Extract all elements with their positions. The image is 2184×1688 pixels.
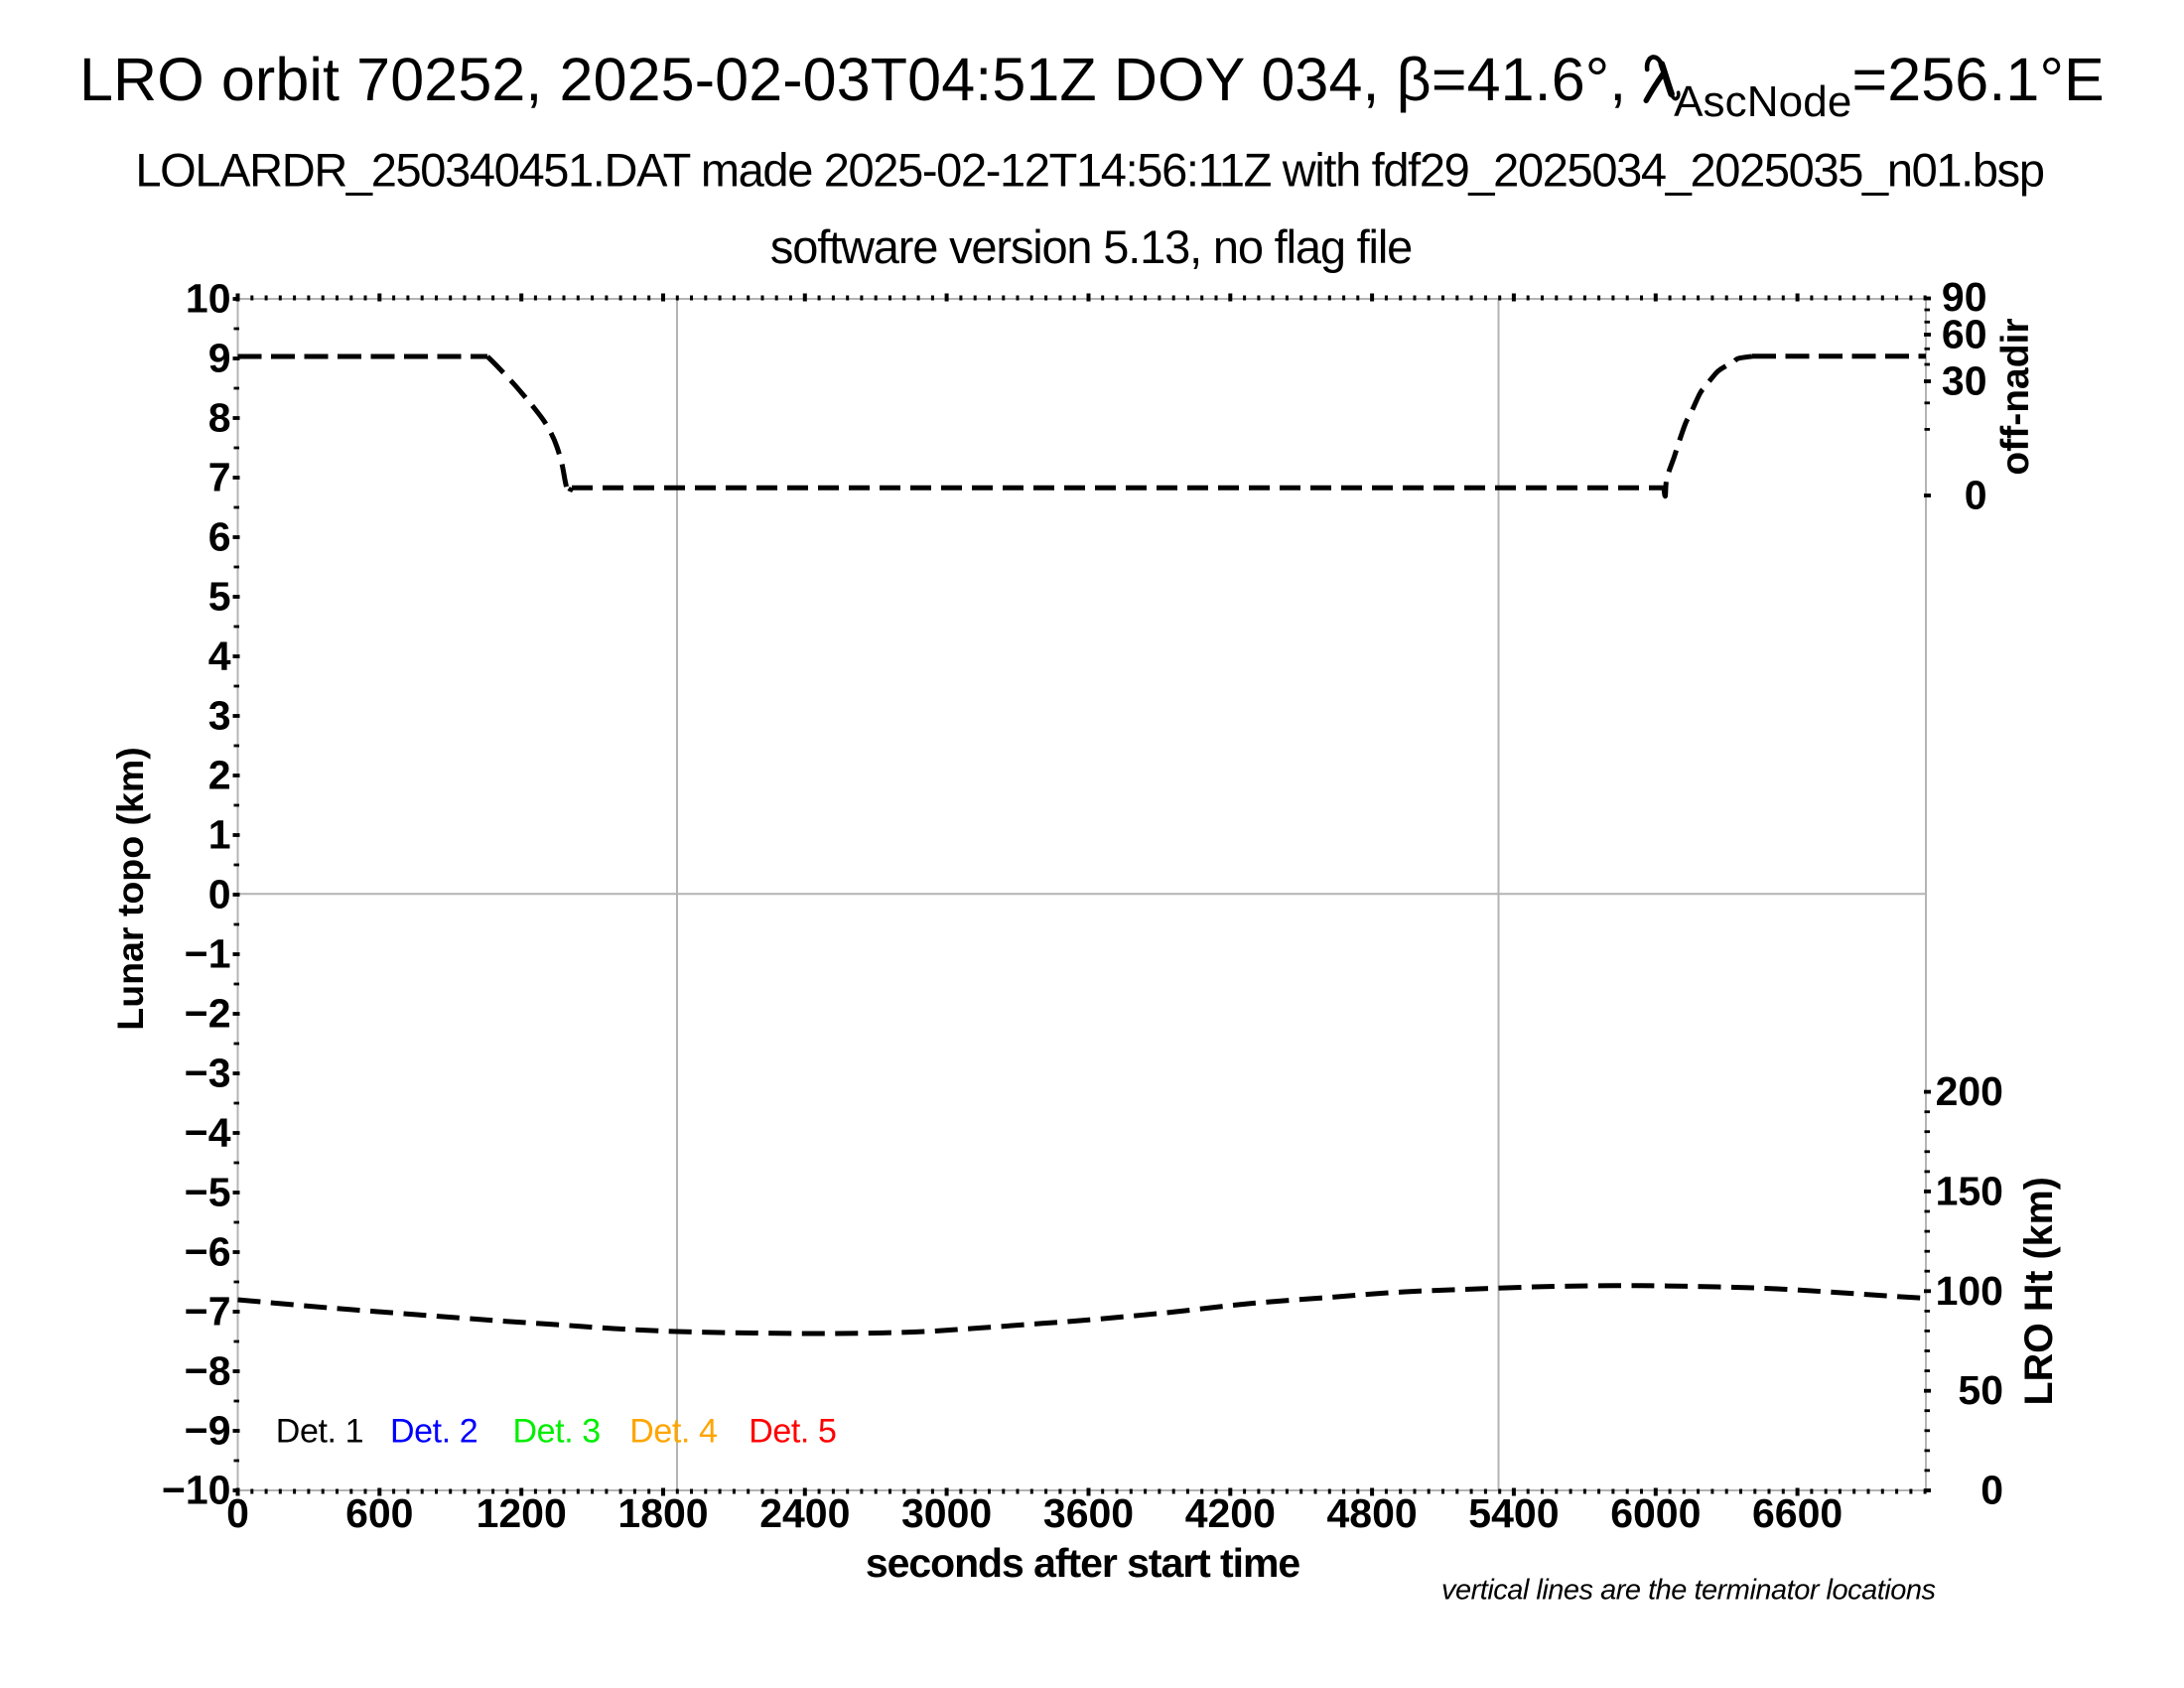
svg-text:LOLARDR_250340451.DAT made 202: LOLARDR_250340451.DAT made 2025-02-12T14… <box>135 144 2043 197</box>
svg-text:0: 0 <box>1965 473 1987 518</box>
svg-text:Det. 5: Det. 5 <box>749 1413 836 1451</box>
svg-text:2: 2 <box>208 753 231 798</box>
svg-text:200: 200 <box>1936 1068 2003 1114</box>
svg-text:4: 4 <box>208 633 231 679</box>
svg-text:5: 5 <box>208 574 231 620</box>
svg-text:1800: 1800 <box>617 1490 708 1536</box>
svg-text:seconds after start time: seconds after start time <box>866 1540 1300 1586</box>
svg-text:Lunar topo (km): Lunar topo (km) <box>109 747 151 1030</box>
svg-text:50: 50 <box>1958 1367 2003 1413</box>
svg-text:4800: 4800 <box>1326 1490 1417 1536</box>
svg-text:−6: −6 <box>185 1229 231 1275</box>
svg-text:4200: 4200 <box>1185 1490 1276 1536</box>
svg-text:150: 150 <box>1936 1169 2003 1214</box>
svg-text:off-nadir: off-nadir <box>1994 318 2037 475</box>
svg-text:0: 0 <box>1980 1468 2003 1513</box>
svg-text:90: 90 <box>1942 274 1987 320</box>
svg-text:Det. 3: Det. 3 <box>513 1413 601 1451</box>
svg-text:−9: −9 <box>185 1408 231 1454</box>
svg-text:Det. 1: Det. 1 <box>276 1413 363 1451</box>
svg-text:Det. 2: Det. 2 <box>390 1413 478 1451</box>
svg-text:−5: −5 <box>185 1170 231 1215</box>
svg-text:3: 3 <box>208 693 231 739</box>
svg-text:1: 1 <box>208 812 231 858</box>
svg-text:vertical lines are the termina: vertical lines are the terminator locati… <box>1441 1575 1936 1607</box>
svg-text:LRO Ht (km): LRO Ht (km) <box>2017 1177 2061 1405</box>
svg-text:1200: 1200 <box>477 1490 567 1536</box>
svg-text:−1: −1 <box>185 931 231 977</box>
svg-text:LRO orbit 70252, 2025-02-03T04: LRO orbit 70252, 2025-02-03T04:51Z DOY 0… <box>79 46 2105 126</box>
svg-text:2400: 2400 <box>759 1490 850 1536</box>
svg-text:6000: 6000 <box>1610 1490 1701 1536</box>
svg-text:8: 8 <box>208 395 231 441</box>
svg-text:30: 30 <box>1942 358 1987 404</box>
svg-text:Det. 4: Det. 4 <box>629 1413 717 1451</box>
svg-text:600: 600 <box>345 1490 413 1536</box>
svg-text:6: 6 <box>208 514 231 560</box>
svg-text:0: 0 <box>226 1490 249 1536</box>
svg-text:−7: −7 <box>185 1289 231 1335</box>
svg-text:3000: 3000 <box>901 1490 992 1536</box>
svg-text:7: 7 <box>208 455 231 500</box>
svg-text:60: 60 <box>1942 312 1987 357</box>
svg-text:10: 10 <box>186 276 231 322</box>
svg-text:−4: −4 <box>185 1110 231 1156</box>
svg-text:0: 0 <box>208 872 231 917</box>
svg-text:−8: −8 <box>185 1348 231 1394</box>
svg-text:6600: 6600 <box>1752 1490 1843 1536</box>
svg-text:−10: −10 <box>162 1468 231 1513</box>
svg-text:5400: 5400 <box>1468 1490 1559 1536</box>
svg-text:software version 5.13, no flag: software version 5.13, no flag file <box>770 220 1412 273</box>
svg-text:−3: −3 <box>185 1051 231 1096</box>
svg-text:−2: −2 <box>185 991 231 1037</box>
svg-text:9: 9 <box>208 336 231 381</box>
svg-text:100: 100 <box>1936 1268 2003 1314</box>
svg-text:3600: 3600 <box>1043 1490 1134 1536</box>
